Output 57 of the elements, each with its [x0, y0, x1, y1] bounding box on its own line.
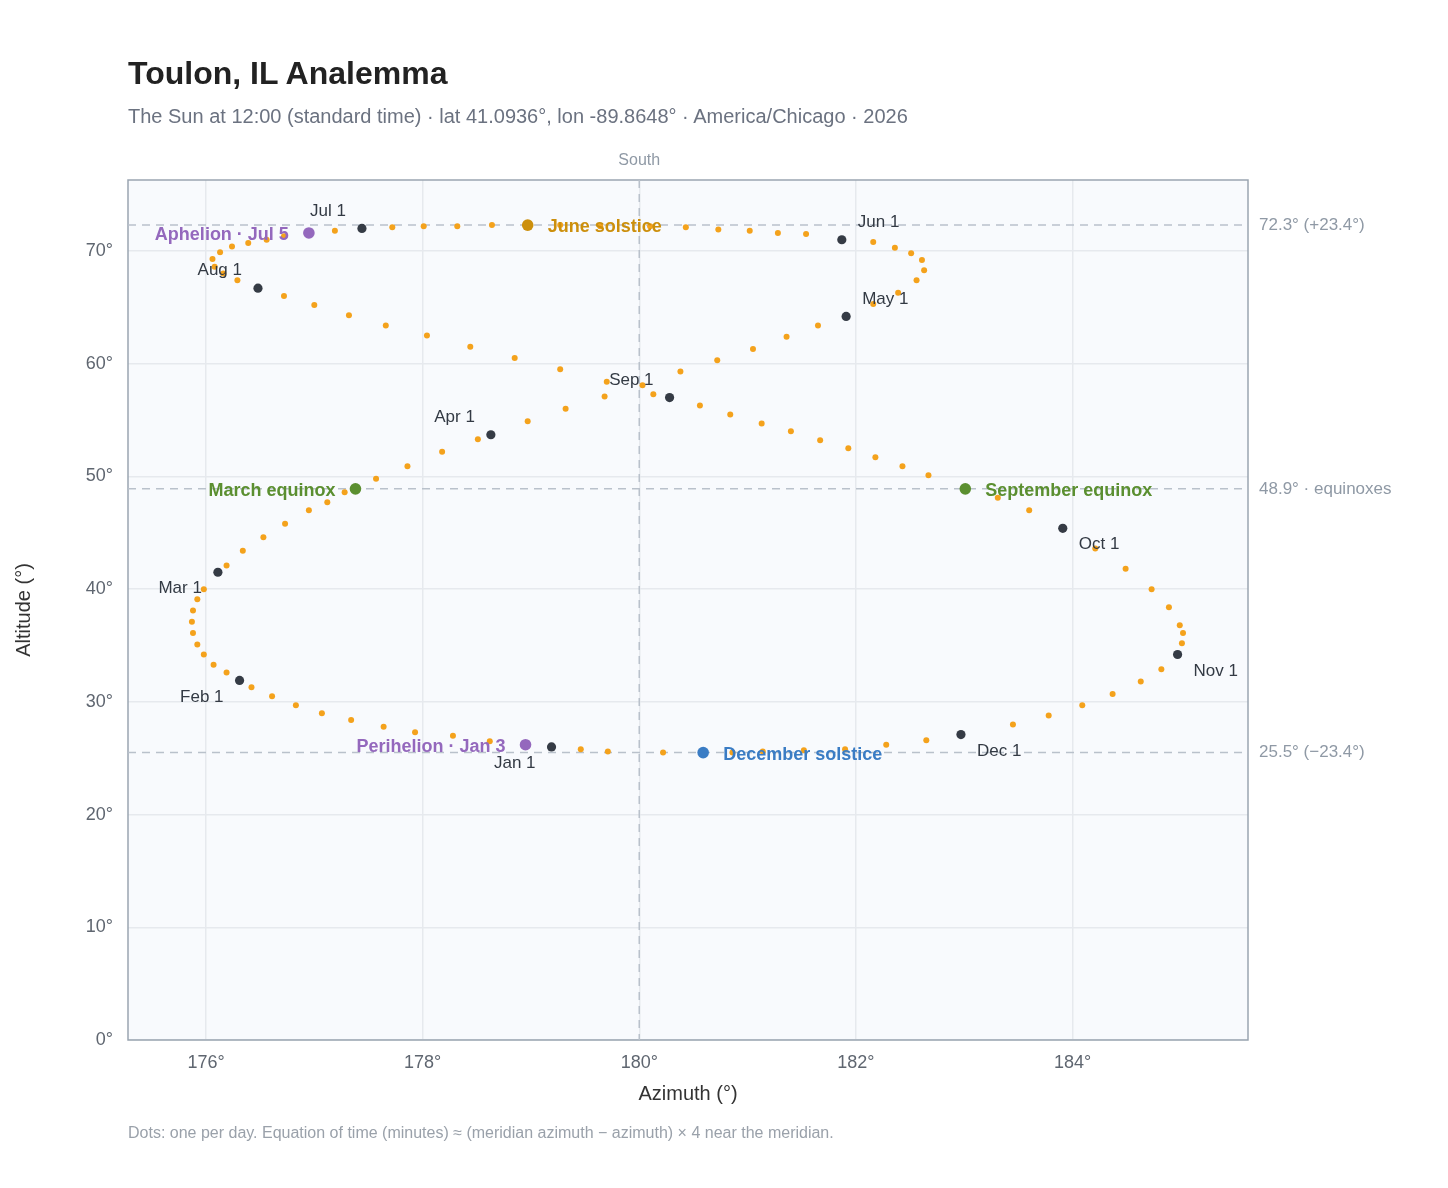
y-tick-label: 0° [95, 1028, 113, 1049]
point [841, 311, 851, 321]
annotation: Jul 1 [310, 200, 346, 220]
x-tick-label: 178° [404, 1051, 442, 1072]
annotation: Apr 1 [434, 406, 475, 426]
point [521, 219, 534, 231]
annotation: Dec 1 [976, 740, 1022, 760]
point [486, 430, 496, 440]
text: Dots: one per day. Equation of time (minutes) ≈ (meridian azimuth − azimuth) × 4 near the meridian. [128, 1123, 834, 1143]
annotation: Feb 1 [180, 686, 224, 706]
ref-line-label: 48.9° · equinoxes [1259, 478, 1392, 498]
x-axis-title: Azimuth (°) [638, 1081, 738, 1104]
y-tick-label: 20° [85, 803, 113, 824]
series-label: September equinox [985, 479, 1153, 500]
annotation: Aug 1 [197, 260, 242, 280]
annotation: May 1 [862, 288, 909, 308]
y-tick-label: 50° [85, 465, 113, 486]
annotation: Jun 1 [857, 211, 900, 231]
series-label: December solstice [723, 743, 883, 764]
point [697, 746, 709, 759]
x-tick-label: 182° [837, 1051, 875, 1072]
ref-line-label: 25.5° (−23.4°) [1259, 742, 1365, 762]
point [349, 483, 362, 495]
series-label: Perihelion · Jan 3 [356, 735, 506, 756]
point [234, 675, 245, 686]
series-label: March equinox [208, 479, 336, 500]
y-axis-title: Altitude (°) [11, 563, 34, 657]
ref-line-label: South [618, 151, 661, 169]
point [519, 738, 532, 751]
x-tick-label: 184° [1053, 1051, 1092, 1072]
y-tick-label: 70° [85, 239, 113, 260]
y-tick-label: 40° [85, 578, 113, 599]
point [213, 567, 223, 577]
point [837, 235, 847, 245]
annotation: Mar 1 [158, 578, 202, 598]
annotation: Jan 1 [493, 753, 536, 773]
ref-line-label: 72.3° (+23.4°) [1259, 214, 1365, 234]
point [959, 483, 972, 495]
x-tick-label: 180° [620, 1051, 658, 1072]
point [546, 742, 557, 752]
point [664, 392, 675, 403]
y-tick-label: 10° [85, 916, 113, 937]
series-label: June solstice [547, 216, 662, 237]
point [357, 223, 367, 234]
point [303, 227, 315, 239]
y-tick-label: 60° [85, 352, 113, 373]
annotation: Sep 1 [609, 369, 654, 389]
annotation: Oct 1 [1078, 534, 1120, 554]
y-tick-label: 30° [85, 690, 113, 711]
x-tick-label: 176° [187, 1051, 225, 1072]
annotation: Nov 1 [1193, 660, 1239, 680]
point [1172, 649, 1183, 660]
chart-subtitle: The Sun at 12:00 (standard time) · lat 41.0936°, lon -89.8648° · America/Chicago · 2026 [128, 104, 908, 128]
point [956, 729, 966, 740]
point [253, 283, 263, 293]
point [1058, 523, 1068, 533]
chart-title: Toulon, IL Analemma [128, 54, 448, 92]
